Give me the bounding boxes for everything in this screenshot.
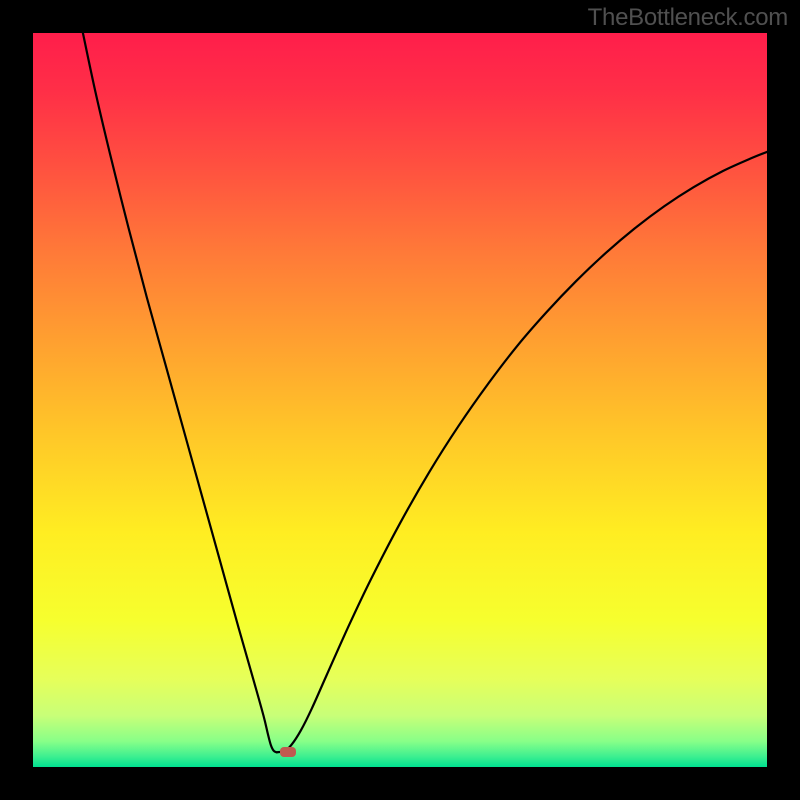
watermark-text: TheBottleneck.com [588,4,788,32]
plot-area [33,33,767,767]
chart-container: TheBottleneck.com [0,0,800,800]
optimal-point-marker [280,747,296,757]
bottleneck-curve [33,33,767,767]
curve-left-branch [83,33,277,752]
curve-right-branch [277,152,767,752]
